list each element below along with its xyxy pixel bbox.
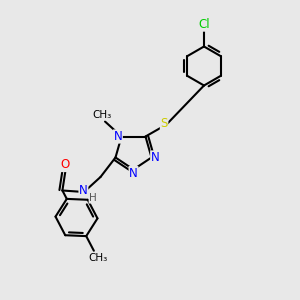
Text: H: H bbox=[89, 193, 97, 203]
Text: CH₃: CH₃ bbox=[88, 253, 107, 263]
Text: Cl: Cl bbox=[198, 18, 210, 31]
Text: CH₃: CH₃ bbox=[92, 110, 112, 120]
Text: N: N bbox=[79, 184, 88, 197]
Text: S: S bbox=[160, 117, 168, 130]
Text: N: N bbox=[113, 130, 122, 143]
Text: N: N bbox=[151, 151, 160, 164]
Text: O: O bbox=[61, 158, 70, 172]
Text: N: N bbox=[129, 167, 138, 180]
